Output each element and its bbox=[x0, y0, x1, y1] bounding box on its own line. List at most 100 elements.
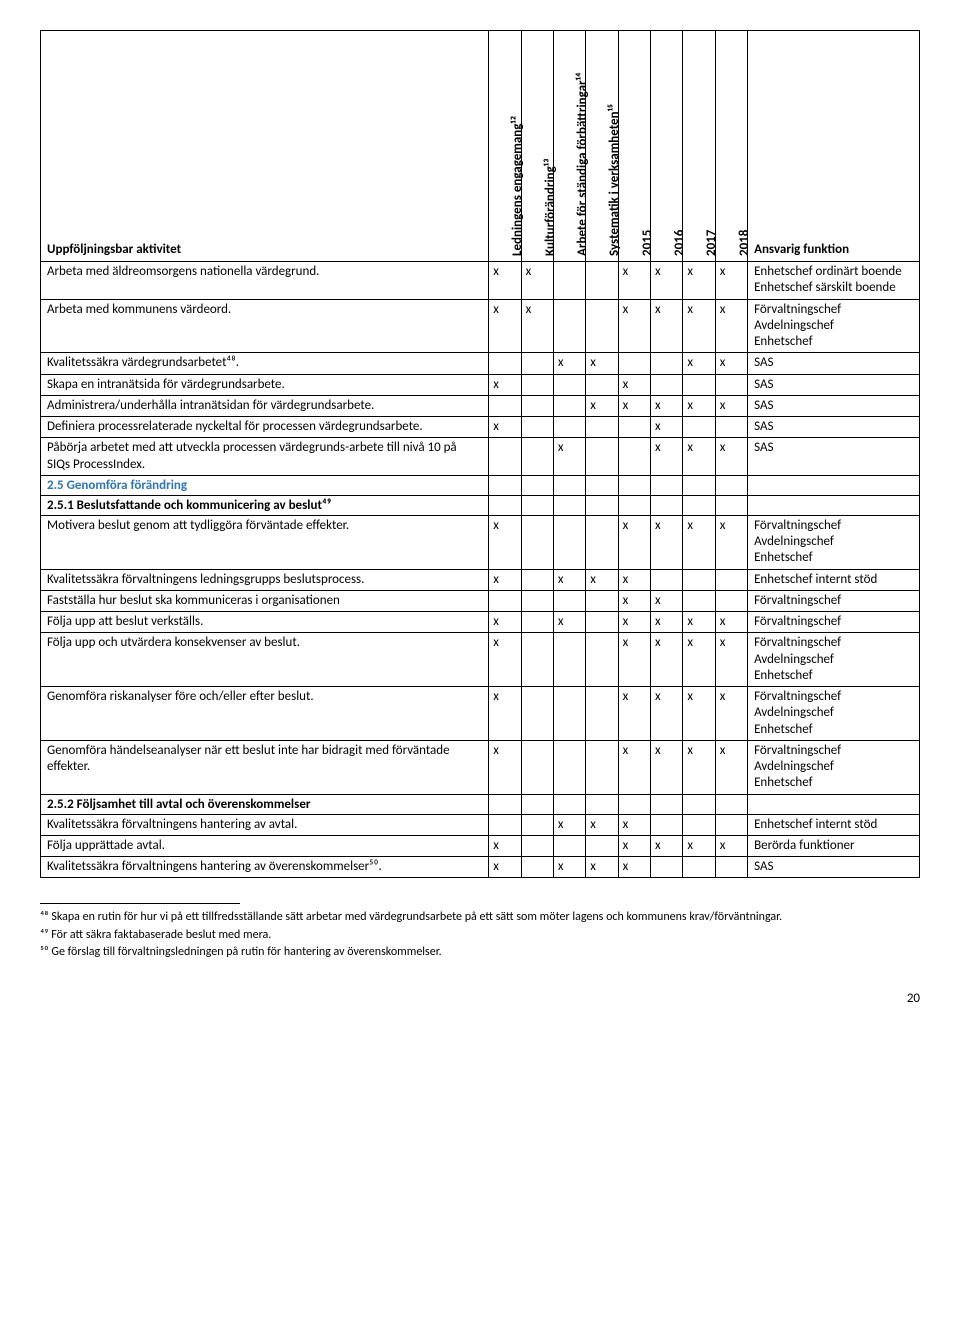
mark-cell: x bbox=[586, 395, 618, 416]
mark-cell: x bbox=[586, 569, 618, 590]
mark-cell bbox=[553, 299, 585, 353]
mark-cell: x bbox=[489, 569, 521, 590]
mark-cell: x bbox=[715, 740, 747, 794]
mark-cell bbox=[651, 353, 683, 374]
mark-cell: x bbox=[651, 740, 683, 794]
mark-cell bbox=[715, 417, 747, 438]
func-cell: SAS bbox=[748, 374, 920, 395]
mark-cell: x bbox=[586, 857, 618, 878]
empty-cell bbox=[489, 794, 521, 814]
table-row: Genomföra riskanalyser före och/eller ef… bbox=[41, 687, 920, 741]
empty-cell bbox=[715, 475, 747, 495]
empty-cell bbox=[489, 475, 521, 495]
mark-cell: x bbox=[618, 395, 650, 416]
footnote-divider bbox=[40, 903, 240, 904]
mark-cell bbox=[489, 814, 521, 835]
mark-cell: x bbox=[715, 612, 747, 633]
mark-cell bbox=[586, 262, 618, 300]
mark-cell bbox=[521, 515, 553, 569]
mark-cell bbox=[489, 353, 521, 374]
mark-cell: x bbox=[618, 515, 650, 569]
mark-cell: x bbox=[683, 612, 715, 633]
mark-cell bbox=[521, 612, 553, 633]
table-row: Fastställa hur beslut ska kommuniceras i… bbox=[41, 590, 920, 611]
empty-cell bbox=[586, 475, 618, 495]
table-row: Arbeta med äldreomsorgens nationella vär… bbox=[41, 262, 920, 300]
table-row: Skapa en intranätsida för värdegrundsarb… bbox=[41, 374, 920, 395]
mark-cell bbox=[521, 633, 553, 687]
page-number: 20 bbox=[40, 991, 920, 1006]
mark-cell bbox=[521, 569, 553, 590]
mark-cell bbox=[553, 262, 585, 300]
mark-cell bbox=[715, 374, 747, 395]
mark-cell bbox=[715, 814, 747, 835]
empty-cell bbox=[651, 475, 683, 495]
mark-cell: x bbox=[715, 515, 747, 569]
activity-cell: Kvalitetssäkra värdegrundsarbetet⁴⁸. bbox=[41, 353, 489, 374]
mark-cell: x bbox=[683, 353, 715, 374]
empty-cell bbox=[683, 794, 715, 814]
mark-cell bbox=[683, 857, 715, 878]
col-rot-7: 2018 bbox=[715, 31, 747, 262]
empty-cell bbox=[618, 794, 650, 814]
mark-cell bbox=[521, 395, 553, 416]
mark-cell bbox=[586, 633, 618, 687]
mark-cell bbox=[521, 835, 553, 856]
mark-cell bbox=[521, 353, 553, 374]
func-cell: FörvaltningschefAvdelningschefEnhetschef bbox=[748, 299, 920, 353]
col-activity-header: Uppföljningsbar aktivitet bbox=[41, 31, 489, 262]
mark-cell: x bbox=[489, 740, 521, 794]
activity-cell: Arbeta med äldreomsorgens nationella vär… bbox=[41, 262, 489, 300]
mark-cell bbox=[586, 740, 618, 794]
table-row: 2.5 Genomföra förändring bbox=[41, 475, 920, 495]
mark-cell: x bbox=[553, 612, 585, 633]
empty-cell bbox=[489, 495, 521, 515]
mark-cell bbox=[651, 814, 683, 835]
table-row: Kvalitetssäkra förvaltningens ledningsgr… bbox=[41, 569, 920, 590]
empty-cell bbox=[715, 794, 747, 814]
mark-cell: x bbox=[651, 687, 683, 741]
mark-cell bbox=[553, 515, 585, 569]
mark-cell bbox=[489, 438, 521, 476]
mark-cell: x bbox=[618, 835, 650, 856]
col-rot-6: 2017 bbox=[683, 31, 715, 262]
mark-cell bbox=[715, 590, 747, 611]
func-cell: FörvaltningschefAvdelningschefEnhetschef bbox=[748, 687, 920, 741]
empty-cell bbox=[553, 495, 585, 515]
table-row: Kvalitetssäkra värdegrundsarbetet⁴⁸.xxxx… bbox=[41, 353, 920, 374]
mark-cell: x bbox=[489, 857, 521, 878]
mark-cell: x bbox=[715, 299, 747, 353]
mark-cell bbox=[683, 814, 715, 835]
mark-cell bbox=[521, 857, 553, 878]
mark-cell bbox=[553, 417, 585, 438]
empty-cell bbox=[748, 495, 920, 515]
footnotes: ⁴⁸ Skapa en rutin för hur vi på ett till… bbox=[40, 910, 920, 961]
func-cell: Enhetschef internt stöd bbox=[748, 814, 920, 835]
mark-cell bbox=[521, 374, 553, 395]
func-cell: Enhetschef internt stöd bbox=[748, 569, 920, 590]
mark-cell bbox=[553, 633, 585, 687]
mark-cell: x bbox=[489, 835, 521, 856]
activity-cell: Följa upp att beslut verkställs. bbox=[41, 612, 489, 633]
empty-cell bbox=[521, 475, 553, 495]
mark-cell bbox=[618, 417, 650, 438]
mark-cell bbox=[683, 374, 715, 395]
activity-cell: Följa upprättade avtal. bbox=[41, 835, 489, 856]
mark-cell: x bbox=[586, 353, 618, 374]
activity-cell: Fastställa hur beslut ska kommuniceras i… bbox=[41, 590, 489, 611]
mark-cell: x bbox=[618, 612, 650, 633]
func-cell: SAS bbox=[748, 857, 920, 878]
mark-cell: x bbox=[489, 612, 521, 633]
activity-cell: Följa upp och utvärdera konsekvenser av … bbox=[41, 633, 489, 687]
func-cell: SAS bbox=[748, 395, 920, 416]
empty-cell bbox=[651, 495, 683, 515]
mark-cell bbox=[586, 438, 618, 476]
mark-cell: x bbox=[715, 633, 747, 687]
mark-cell bbox=[651, 569, 683, 590]
func-cell: FörvaltningschefAvdelningschefEnhetschef bbox=[748, 515, 920, 569]
mark-cell bbox=[586, 687, 618, 741]
activity-cell: Arbeta med kommunens värdeord. bbox=[41, 299, 489, 353]
mark-cell: x bbox=[586, 814, 618, 835]
func-cell: SAS bbox=[748, 438, 920, 476]
mark-cell: x bbox=[651, 835, 683, 856]
